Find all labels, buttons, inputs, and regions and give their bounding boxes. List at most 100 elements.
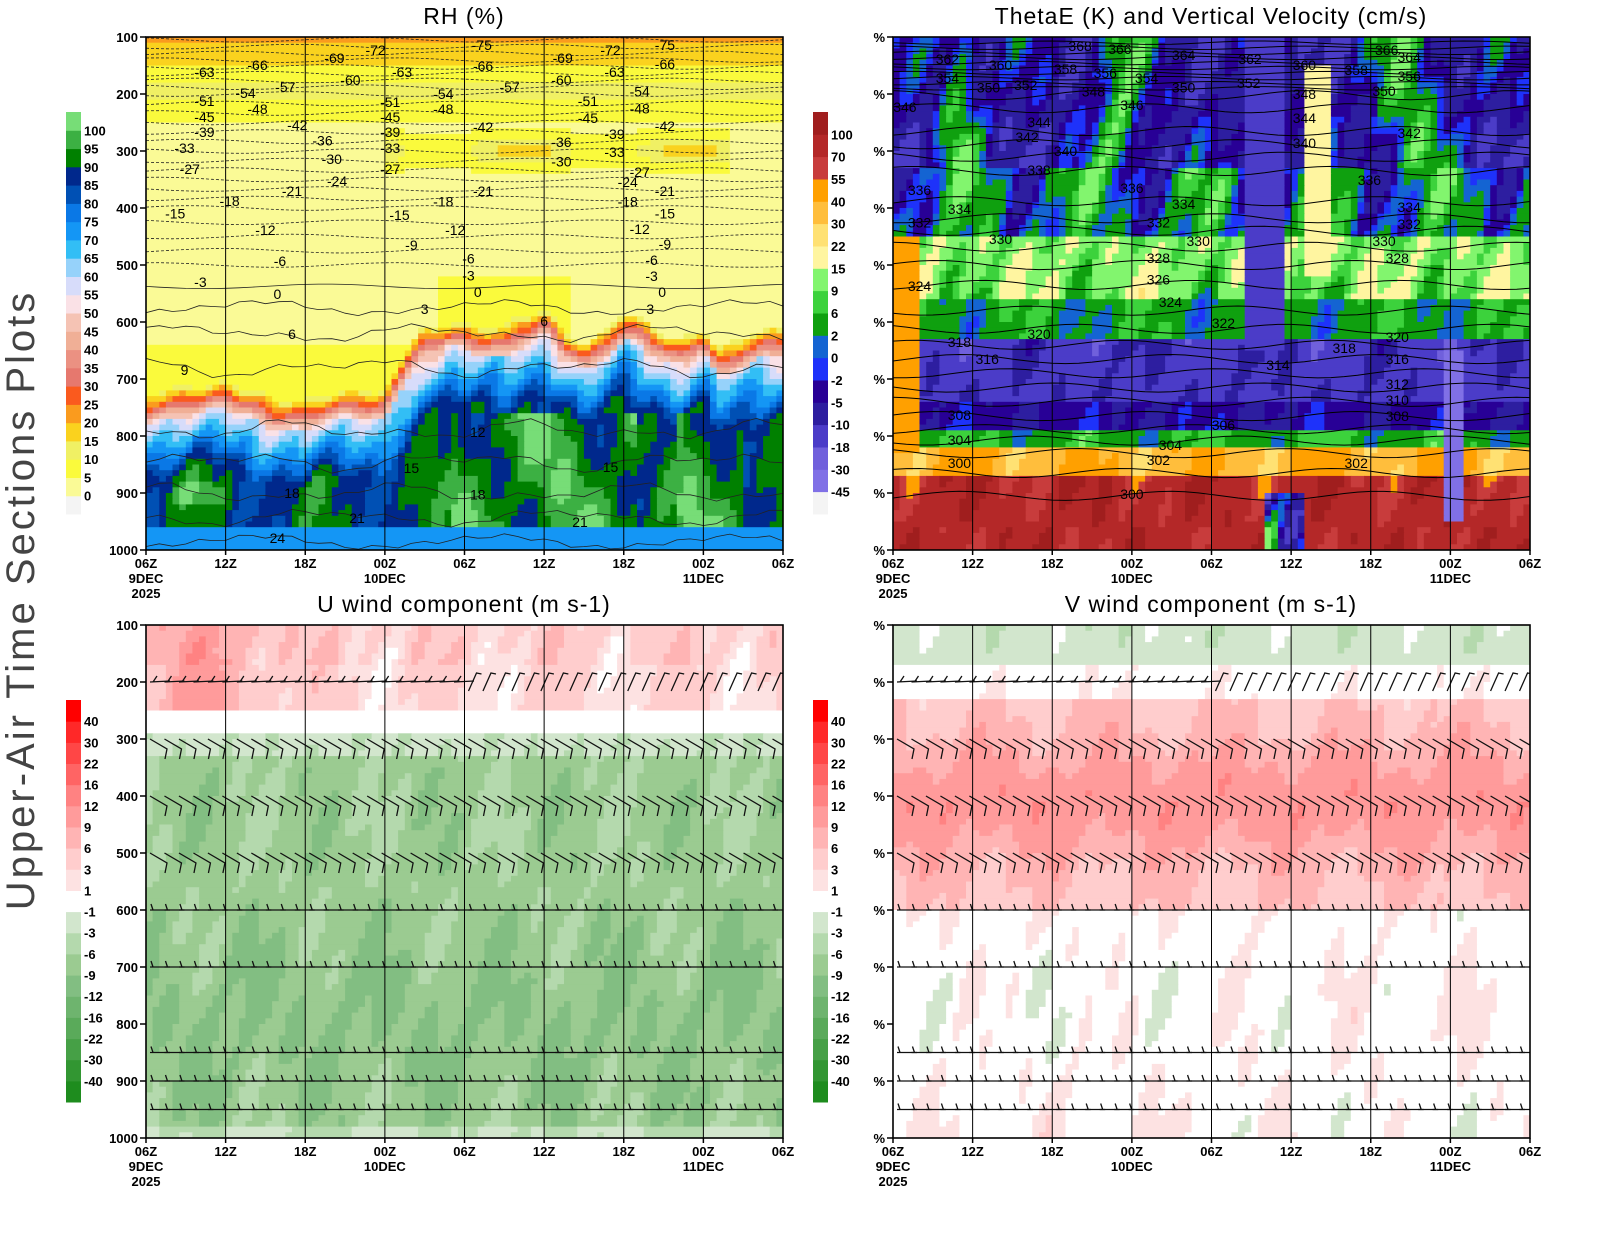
field-cell [438,304,572,312]
field-cell [597,367,605,374]
field-cell [318,441,326,448]
field-cell [1125,99,1133,106]
field-cell [1291,190,1299,198]
field-cell [1151,179,1166,186]
field-cell [1078,202,1093,209]
field-cell [1145,82,1153,89]
field-cell [404,430,412,437]
field-cell [570,322,612,329]
field-cell [577,521,605,528]
field-cell [1330,219,1345,226]
field-cell [550,430,565,437]
field-cell [1324,339,1372,346]
field-cell [710,333,751,340]
field-cell [1357,185,1365,192]
field-cell [424,384,432,391]
field-cell [893,145,901,152]
field-cell [1357,299,1365,306]
field-cell [703,510,738,517]
field-cell [152,430,160,437]
field-cell [1384,373,1412,380]
field-cell [1145,367,1166,374]
field-cell [736,401,751,409]
field-cell [1058,145,1067,152]
field-cell [1483,213,1491,220]
field-cell [926,82,941,89]
field-cell [1238,59,1246,67]
field-cell [1171,111,1199,118]
field-cell [1085,156,1093,163]
field-cell [438,493,459,500]
field-cell [1032,42,1060,49]
field-cell [570,287,783,295]
field-cell [1078,219,1086,226]
field-cell [1397,179,1405,186]
field-cell [893,247,921,255]
field-cell [1204,173,1213,181]
field-cell [893,276,921,283]
field-cell [1264,350,1279,357]
field-cell [1019,339,1027,346]
field-cell [650,322,783,329]
field-cell [391,384,399,391]
field-cell [1390,282,1412,289]
field-cell [384,145,406,152]
field-cell [418,515,432,523]
field-cell [899,94,914,101]
field-cell [550,316,558,323]
field-cell [1052,162,1060,169]
field-cell [1045,190,1073,198]
field-cell [1105,333,1120,340]
field-cell [1443,265,1491,272]
field-cell [510,396,519,403]
field-cell [1131,139,1140,146]
field-cell [398,441,406,448]
field-cell [1370,105,1378,112]
temperature-contour [146,138,783,145]
field-cell [1231,208,1239,215]
field-cell [1224,213,1232,220]
field-cell [179,504,187,511]
field-cell [972,436,980,443]
field-cell [1463,59,1471,67]
field-cell [384,384,393,391]
field-cell [477,481,492,488]
field-cell [1145,293,1159,300]
field-cell [1224,236,1232,243]
field-cell [1085,128,1093,135]
field-cell [1244,401,1266,409]
field-cell [272,515,286,523]
field-cell [1238,37,1246,44]
field-cell [1098,436,1140,443]
field-cell [1165,59,1173,67]
contour-label: -6 [462,251,475,267]
field-cell [185,390,207,397]
field-cell [165,521,227,528]
field-cell [1364,361,1392,369]
field-cell [1364,168,1372,175]
field-cell [1457,219,1485,226]
field-cell [1039,196,1047,203]
field-cell [510,401,519,409]
field-cell [710,441,738,448]
temperature-contour [146,91,783,97]
field-cell [1118,99,1126,106]
field-cell [1523,327,1530,334]
field-cell [1098,430,1146,437]
field-cell [245,418,260,426]
field-cell [1191,76,1213,84]
field-cell [351,521,359,528]
field-cell [1072,436,1080,443]
field-cell [979,42,987,49]
field-cell [550,487,572,494]
field-cell [985,316,1000,323]
field-cell [1185,139,1193,146]
field-cell [1370,156,1392,163]
field-cell [979,65,987,72]
field-cell [1065,259,1080,266]
field-cell [1344,151,1365,158]
field-cell [1470,339,1491,346]
contour-label: -39 [380,124,400,140]
field-cell [1005,82,1013,89]
field-cell [623,390,631,397]
